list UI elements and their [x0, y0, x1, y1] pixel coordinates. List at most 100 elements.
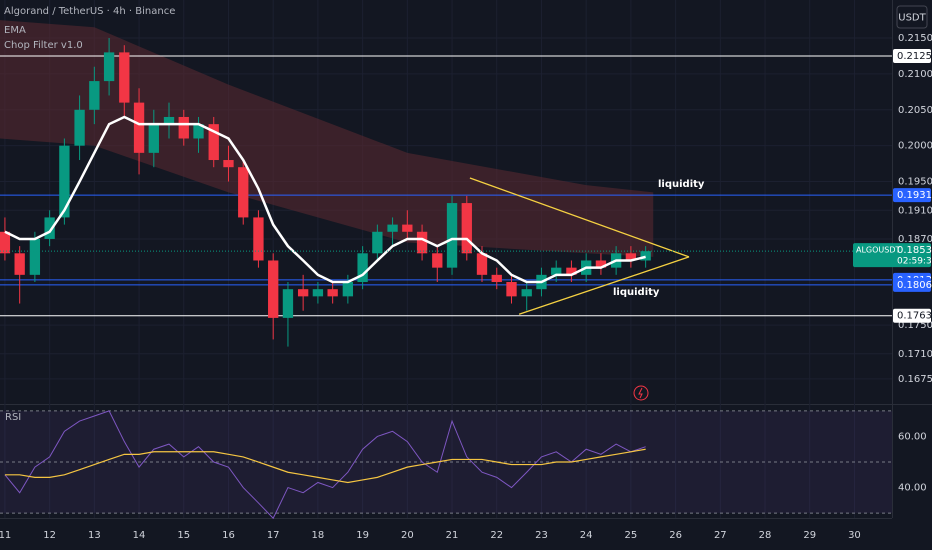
- x-tick-label: 26: [669, 530, 682, 541]
- event-icon[interactable]: [633, 385, 649, 401]
- candle-body: [476, 253, 488, 275]
- candle-body: [506, 282, 517, 297]
- trendline: [469, 177, 690, 258]
- candle-body: [297, 289, 309, 297]
- x-tick-label: 27: [714, 530, 727, 541]
- x-tick-label: 21: [446, 530, 459, 541]
- y-tick-label: 0.1870: [898, 234, 932, 245]
- x-tick-label: 13: [88, 530, 101, 541]
- candle-body: [253, 217, 264, 261]
- candle-body: [103, 52, 115, 82]
- candle-body: [595, 260, 607, 268]
- x-tick-label: 15: [177, 530, 190, 541]
- price-tag-label: 0.1763: [897, 311, 932, 322]
- x-tick-label: 12: [43, 530, 56, 541]
- candle-body: [416, 231, 428, 254]
- rsi-ma-line: [4, 448, 646, 484]
- indicator-label: EMA: [4, 25, 26, 36]
- x-tick-label: 11: [0, 530, 11, 541]
- candle-body: [59, 145, 70, 218]
- price-tag: [893, 188, 931, 203]
- candle-body: [446, 203, 458, 268]
- x-tick-label: 19: [356, 530, 369, 541]
- candle-body: [74, 109, 85, 146]
- rsi-tick-label: 60.00: [898, 431, 927, 442]
- candle-body: [372, 231, 383, 254]
- rsi-tick-label: 40.00: [898, 483, 927, 494]
- y-tick-label: 0.2100: [898, 69, 932, 80]
- candle-body: [178, 116, 189, 139]
- price-tag: [893, 308, 931, 323]
- y-tick-label: 0.1750: [898, 320, 932, 331]
- y-tick-label: 0.2050: [898, 105, 932, 116]
- candle-body: [461, 203, 472, 254]
- x-tick-label: 22: [490, 530, 503, 541]
- candle-body: [625, 253, 637, 261]
- candle-body: [268, 260, 279, 318]
- x-tick-label: 28: [759, 530, 772, 541]
- candle-body: [208, 124, 219, 161]
- y-tick-label: 0.1910: [898, 205, 932, 216]
- x-tick-label: 17: [267, 530, 280, 541]
- candle-body: [491, 274, 502, 283]
- countdown: 02:59:36: [897, 257, 932, 267]
- price-tag: [893, 277, 931, 292]
- currency-button[interactable]: [896, 5, 928, 29]
- candle-body: [44, 217, 55, 239]
- x-tick-label: 23: [535, 530, 548, 541]
- x-tick-label: 25: [625, 530, 638, 541]
- candle-body: [312, 289, 324, 297]
- last-price-tag: [853, 243, 931, 268]
- price-tag-label: 0.2125: [897, 51, 932, 62]
- symbol-label: ALGOUSDT: [856, 246, 901, 255]
- candle-body: [148, 124, 159, 153]
- indicator-label: Chop Filter v1.0: [4, 40, 83, 51]
- candle-body: [551, 267, 562, 275]
- annotation: liquidity: [658, 179, 705, 190]
- candle-body: [238, 167, 249, 218]
- candle-body: [163, 116, 175, 125]
- candle-body: [402, 224, 413, 232]
- candle-body: [282, 289, 294, 318]
- ema-line: [4, 115, 646, 284]
- last-price-label: 0.1853: [897, 245, 932, 256]
- annotation: liquidity: [613, 287, 660, 298]
- x-tick-label: 29: [803, 530, 816, 541]
- x-tick-label: 14: [133, 530, 146, 541]
- x-tick-label: 18: [312, 530, 325, 541]
- candle-body: [193, 124, 204, 139]
- currency-label[interactable]: USDT: [898, 13, 926, 24]
- candle-body: [432, 253, 443, 268]
- candle-body: [387, 224, 398, 232]
- candle-body: [566, 267, 577, 275]
- y-tick-label: 0.2000: [898, 141, 932, 152]
- y-tick-label: 0.1710: [898, 349, 932, 360]
- x-tick-label: 20: [401, 530, 414, 541]
- candle-body: [327, 289, 338, 297]
- candle-body: [119, 52, 130, 103]
- candle-body: [29, 238, 41, 275]
- trendline: [518, 256, 690, 315]
- candle-body: [223, 160, 234, 168]
- chop-cloud: [0, 20, 654, 257]
- price-tag: [893, 48, 931, 63]
- event-icon-bolt: [638, 387, 643, 399]
- x-tick-label: 30: [848, 530, 861, 541]
- x-tick-label: 24: [580, 530, 593, 541]
- price-tag-label: 0.1806: [897, 280, 932, 291]
- x-tick-label: 16: [222, 530, 235, 541]
- candle-body: [342, 282, 354, 297]
- rsi-line: [4, 410, 646, 520]
- candle-body: [521, 289, 532, 297]
- y-tick-label: 0.1675: [898, 374, 932, 385]
- chart-title: Algorand / TetherUS · 4h · Binance: [4, 6, 175, 17]
- candle-body: [89, 81, 100, 110]
- candle-body: [0, 231, 11, 254]
- candle-body: [14, 253, 25, 275]
- candle-body: [357, 253, 368, 283]
- candle-body: [640, 251, 651, 261]
- y-tick-label: 0.1950: [898, 177, 932, 188]
- y-tick-label: 0.2150: [898, 33, 932, 44]
